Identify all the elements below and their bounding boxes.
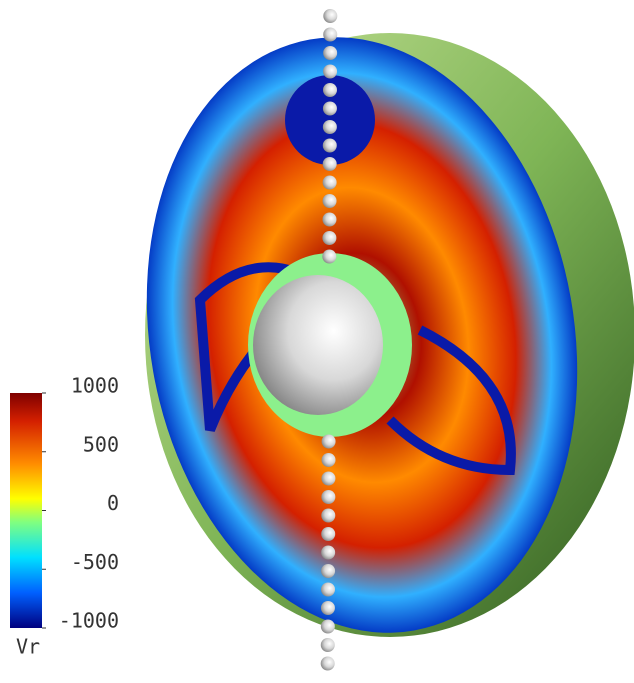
colorbar-gradient — [10, 393, 42, 628]
bead — [322, 231, 337, 245]
bead — [321, 471, 336, 486]
bead — [323, 64, 338, 79]
colorbar-tick-label: 500 — [83, 432, 119, 456]
colorbar-tick-label: -1000 — [59, 609, 119, 633]
bead — [321, 508, 336, 523]
bead — [322, 175, 337, 190]
bead — [322, 212, 337, 227]
axis-beads — [320, 9, 338, 671]
bead — [321, 564, 336, 578]
shell — [145, 33, 634, 637]
bead — [320, 619, 335, 634]
bead — [320, 638, 335, 652]
colorbar-label: Vr — [16, 635, 40, 659]
bead — [321, 527, 336, 541]
bead — [322, 249, 337, 264]
colorbar-tick-label: 1000 — [71, 374, 119, 398]
colorbar-tick-label: 0 — [107, 491, 119, 515]
bead — [322, 101, 337, 116]
bead — [322, 138, 337, 153]
bead — [321, 545, 336, 560]
wave-front — [386, 325, 516, 476]
bead — [322, 120, 337, 134]
bead — [323, 9, 338, 23]
blue-lobe — [285, 75, 375, 165]
bead — [322, 157, 337, 171]
bead — [323, 83, 337, 97]
bead — [321, 453, 336, 467]
colorbar-tick-label: -500 — [71, 550, 119, 574]
bead — [323, 27, 338, 42]
bead — [321, 490, 336, 504]
core-sphere — [253, 275, 383, 415]
bead — [321, 582, 336, 597]
bead — [322, 194, 337, 208]
bead — [321, 434, 336, 449]
bead — [320, 601, 335, 615]
bead — [320, 656, 335, 671]
colorbar: 1000 500 0 -500 -1000 Vr — [10, 374, 119, 659]
bead — [323, 46, 338, 60]
colorbar-ticks: 1000 500 0 -500 -1000 — [42, 374, 119, 633]
